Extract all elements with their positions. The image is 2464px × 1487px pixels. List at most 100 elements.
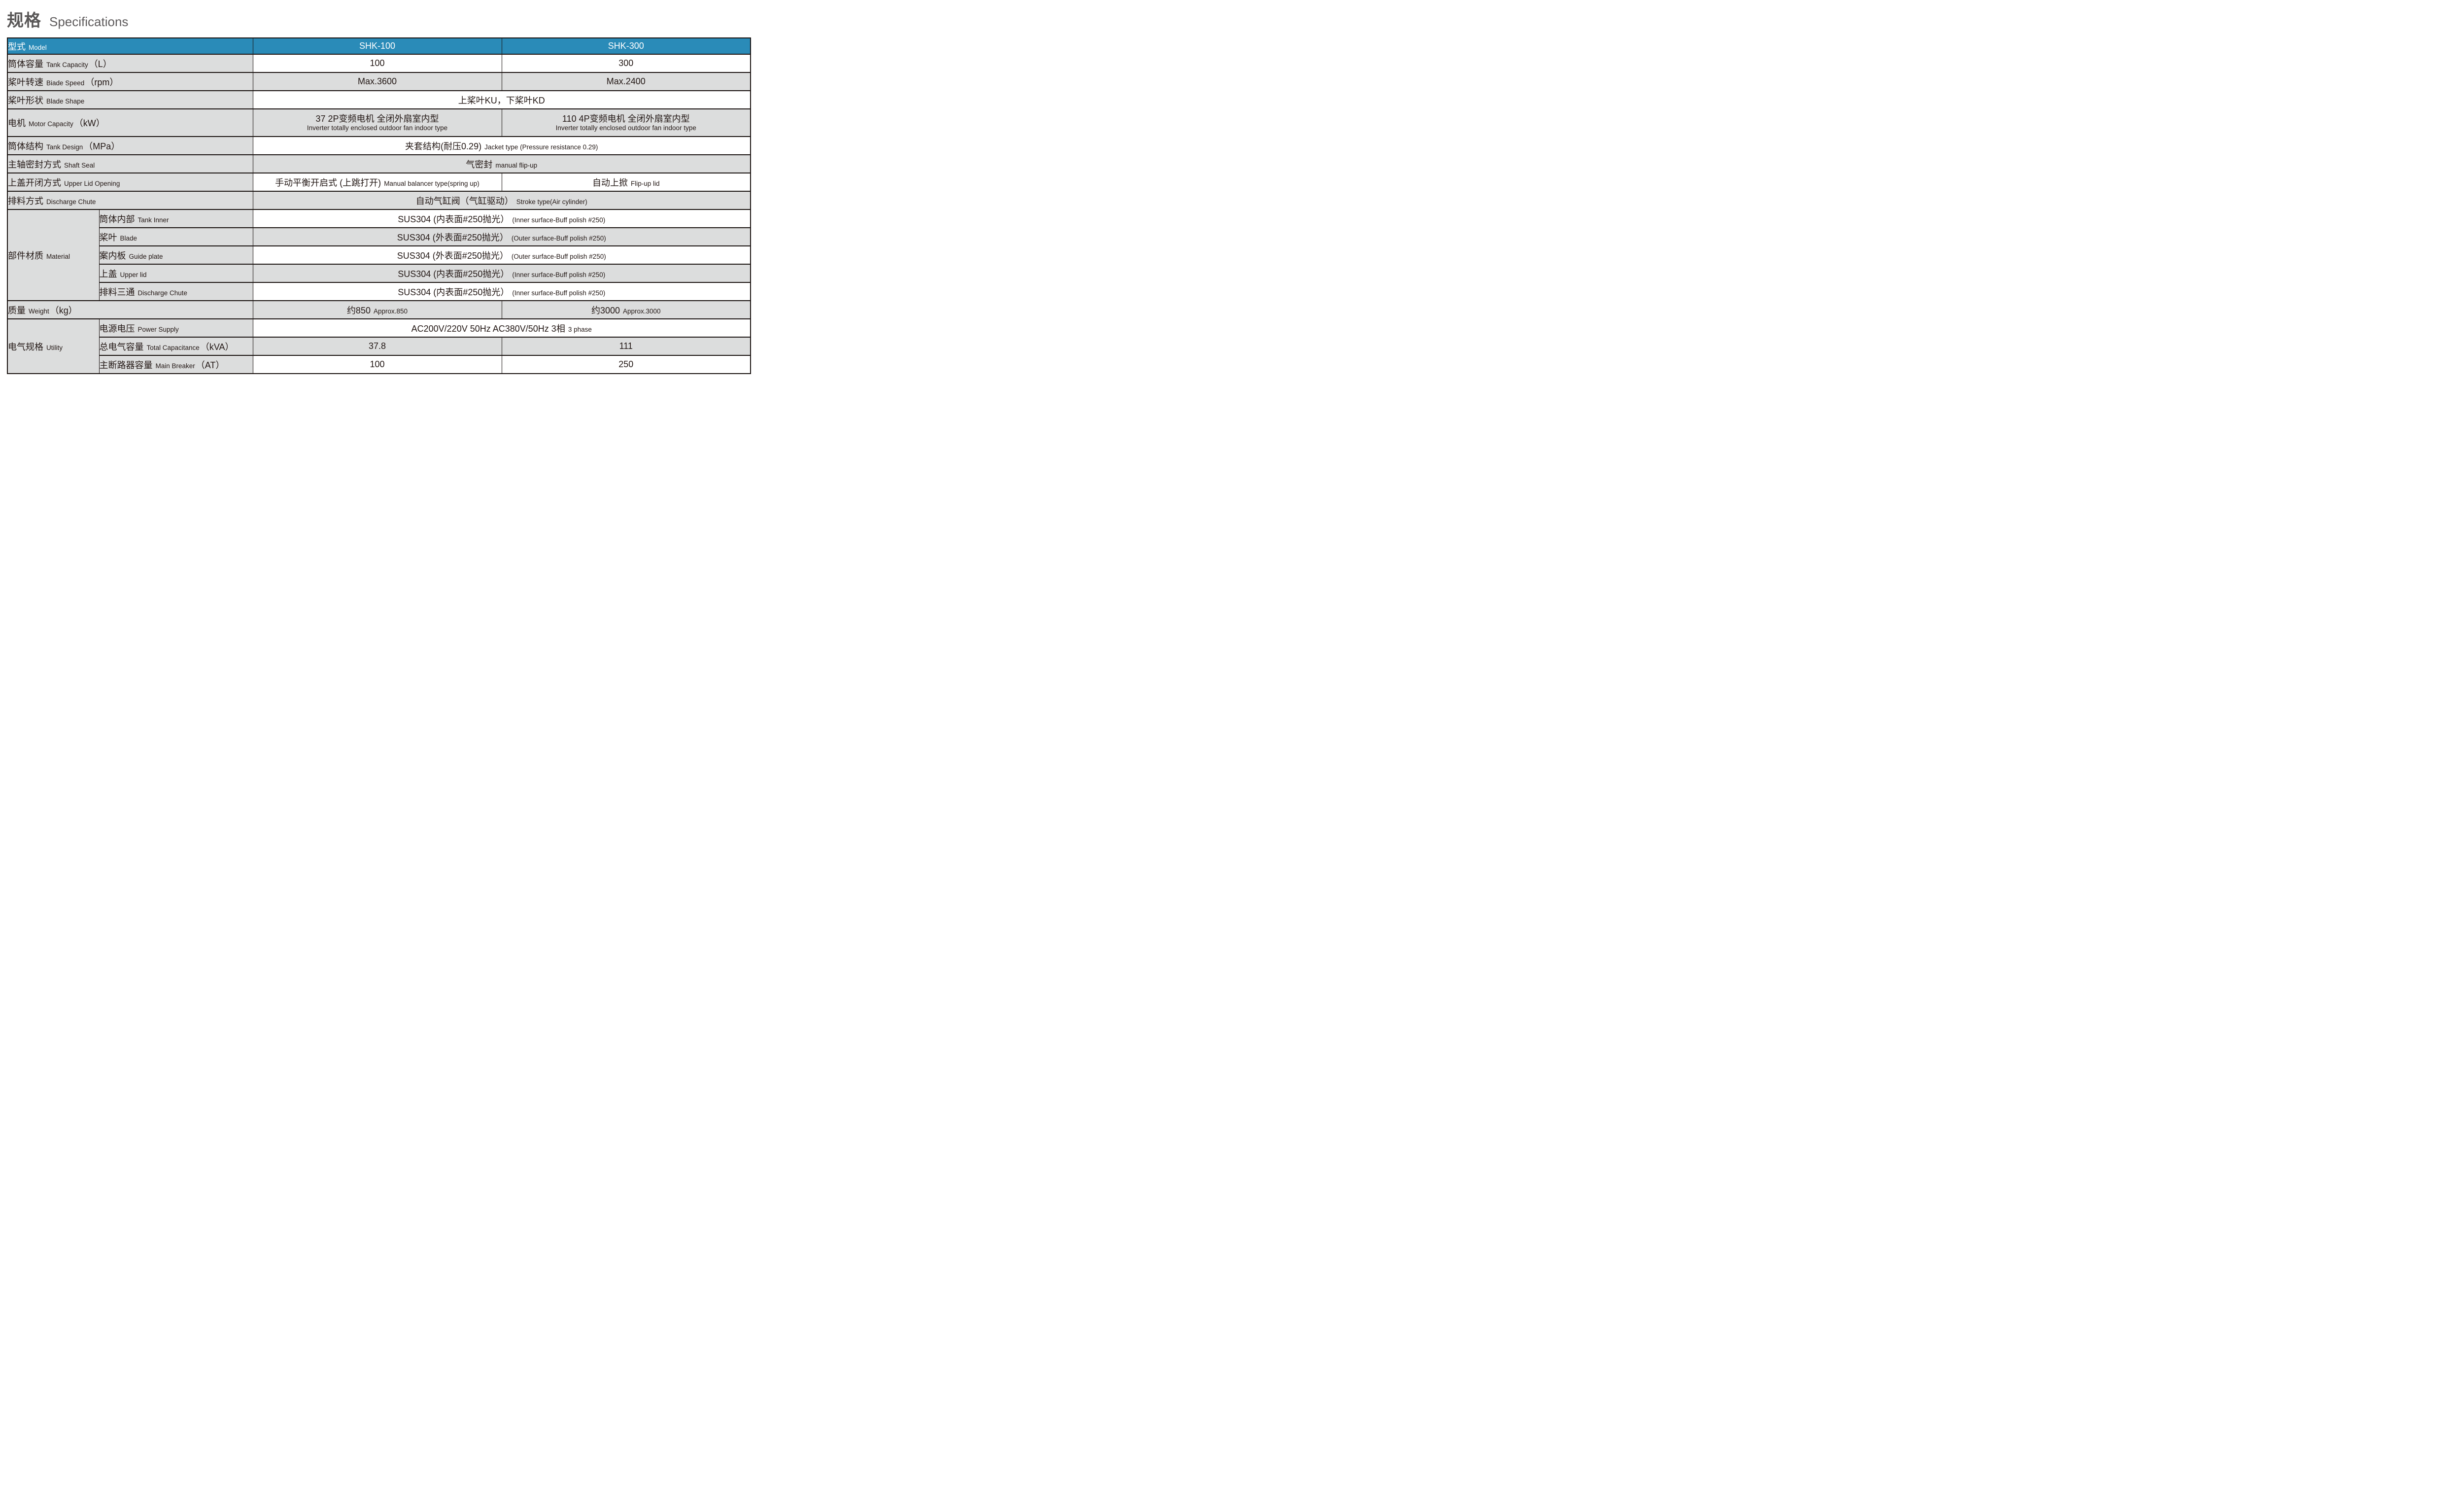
value-material-upper-lid: SUS304 (内表面#250抛光） (Inner surface-Buff po… [252,264,751,283]
value-en: Flip-up lid [630,179,660,187]
row-material-blade: 桨叶 Blade SUS304 (外表面#250抛光） (Outer surface… [7,227,751,246]
value-zh: 约850 [346,305,371,315]
sublabel-total-capacitance: 总电气容量 Total Capacitance （kVA） [99,337,253,356]
label-unit: （kW） [74,118,105,128]
label-discharge-chute: 排料方式 Discharge Chute [7,191,253,210]
row-tank-capacity: 筒体容量 Tank Capacity （L） 100 300 [7,54,751,73]
row-total-capacitance: 总电气容量 Total Capacitance （kVA） 37.8 111 [7,337,751,356]
row-material-upper-lid: 上盖 Upper lid SUS304 (内表面#250抛光） (Inner sur… [7,264,751,283]
value-weight-shk300: 约3000 Approx.3000 [501,300,751,319]
label-tank-design: 筒体结构 Tank Design （MPa） [7,136,253,155]
value-zh: 自动上掀 [592,177,628,188]
label-en: Upper Lid Opening [64,179,120,187]
value-discharge-chute: 自动气缸阀（气缸驱动） Stroke type(Air cylinder) [252,191,751,210]
label-en: Weight [29,307,49,315]
label-en: Guide plate [129,252,163,260]
label-zh: 电源电压 [99,323,135,334]
value-text: 100 [370,58,385,68]
label-weight: 质量 Weight （kg） [7,300,253,319]
label-zh: 筒体结构 [8,141,43,151]
value-weight-shk100: 约850 Approx.850 [252,300,502,319]
value-motor-shk100: 37 2P变频电机 全闭外扇室内型 Inverter totally enclo… [252,108,502,137]
row-power-supply: 电气规格 Utility 电源电压 Power Supply AC200V/220V… [7,318,751,374]
sublabel-blade: 桨叶 Blade [99,227,253,246]
label-en: Discharge Chute [46,198,96,206]
label-en: Biade Speed [46,79,85,87]
header-shk300: SHK-300 [501,37,751,55]
label-unit: （L） [89,59,112,69]
value-text: 上桨叶KU，下桨叶KD [458,95,545,105]
label-unit: （AT） [196,360,225,370]
label-zh: 案内板 [99,250,126,261]
value-en: Manual balancer type(spring up) [384,179,479,187]
header-shk300-label: SHK-300 [608,41,644,51]
label-blade-shape: 桨叶形状 Blade Shape [7,90,253,109]
label-unit: （kg） [50,305,77,315]
value-en: Approx.3000 [622,307,661,315]
label-en: Upper lid [120,271,147,278]
label-en: Tank Design [46,143,83,151]
value-text: 100 [370,359,385,369]
value-zh: AC200V/220V 50Hz AC380V/50Hz 3相 [411,323,565,334]
label-blade-speed: 桨叶转速 Biade Speed （rpm） [7,72,253,91]
value-en: manual flip-up [495,161,538,169]
label-zh: 部件材质 [8,250,43,261]
motor-en-line: Inverter totally enclosed outdoor fan in… [307,124,448,132]
row-material-discharge-chute: 排料三通 Discharge Chute SUS304 (内表面#250抛光） (I… [7,282,751,301]
sublabel-power-supply: 电源电压 Power Supply [99,318,253,338]
value-zh: SUS304 (外表面#250抛光） [397,250,509,261]
header-shk100-label: SHK-100 [359,41,396,51]
row-discharge-chute: 排料方式 Discharge Chute 自动气缸阀（气缸驱动） Stroke ty… [7,191,751,210]
value-main-breaker-shk300: 250 [501,355,751,374]
value-upper-lid-shk100: 手动平衡开启式 (上跳打开) Manual balancer type(sprin… [252,173,502,192]
label-en: Utility [46,344,63,351]
sublabel-discharge-chute: 排料三通 Discharge Chute [99,282,253,301]
label-en: Shaft Seal [64,161,95,169]
value-zh: SUS304 (外表面#250抛光） [397,232,509,242]
value-zh: SUS304 (内表面#250抛光） [398,287,510,297]
value-zh: 气密封 [466,159,493,170]
row-material-tank-inner: 部件材质 Material 筒体内部 Tank Inner SUS304 (内表面#… [7,209,751,301]
label-en: Tank Capacity [46,61,88,69]
label-zh: 筒体容量 [8,59,43,69]
row-material-guide-plate: 案内板 Guide plate SUS304 (外表面#250抛光） (Outer … [7,245,751,265]
header-shk100: SHK-100 [252,37,502,55]
model-header-cell: 型式 Model [7,37,253,55]
value-total-capacitance-shk100: 37.8 [252,337,502,356]
row-main-breaker: 主断路器容量 Main Breaker （AT） 100 250 [7,355,751,374]
value-zh: 自动气缸阀（气缸驱动） [415,196,513,206]
label-en: Main Breaker [155,362,195,370]
row-weight: 质量 Weight （kg） 约850 Approx.850 约3000 Approx.… [7,300,751,319]
spec-sheet-page: 规格 Specifications 型式 Model SHK-100 SHK-30… [0,0,757,374]
value-power-supply: AC200V/220V 50Hz AC380V/50Hz 3相 3 phase [252,318,751,338]
label-zh: 电机 [8,118,26,128]
value-zh: SUS304 (内表面#250抛光） [398,214,510,224]
label-en: Material [46,252,70,260]
motor-en-line: Inverter totally enclosed outdoor fan in… [555,124,696,132]
value-zh: 手动平衡开启式 (上跳打开) [275,177,381,188]
value-blade-shape: 上桨叶KU，下桨叶KD [252,90,751,109]
value-text: Max.3600 [357,76,397,86]
value-en: (Inner surface-Buff polish #250) [512,271,606,278]
value-text: 300 [618,58,634,68]
model-header-zh: 型式 [8,41,26,52]
label-zh: 桨叶形状 [8,95,43,105]
value-en: (Outer surface-Buff polish #250) [511,234,606,242]
label-zh: 桨叶转速 [8,77,43,87]
specifications-table: 型式 Model SHK-100 SHK-300 筒体容量 Tank Capacit… [7,37,751,374]
label-en: Total Capacitance [146,344,200,351]
row-upper-lid: 上盖开闭方式 Upper Lid Opening 手动平衡开启式 (上跳打开) Ma… [7,173,751,192]
label-zh: 上盖 [99,269,117,279]
value-upper-lid-shk300: 自动上掀 Flip-up lid [501,173,751,192]
value-tank-capacity-shk100: 100 [252,54,502,73]
value-en: 3 phase [568,325,592,333]
row-tank-design: 筒体结构 Tank Design （MPa） 夹套结构(耐压0.29) Jacket … [7,136,751,155]
group-label-material: 部件材质 Material [7,209,100,301]
group-label-utility: 电气规格 Utility [7,318,100,374]
label-zh: 主断路器容量 [99,360,153,370]
value-zh: SUS304 (内表面#250抛光） [398,269,510,279]
label-zh: 质量 [8,305,26,315]
sublabel-tank-inner: 筒体内部 Tank Inner [99,209,253,228]
row-shaft-seal: 主轴密封方式 Shaft Seal 气密封 manual flip-up [7,154,751,173]
label-en: Blade [120,234,137,242]
